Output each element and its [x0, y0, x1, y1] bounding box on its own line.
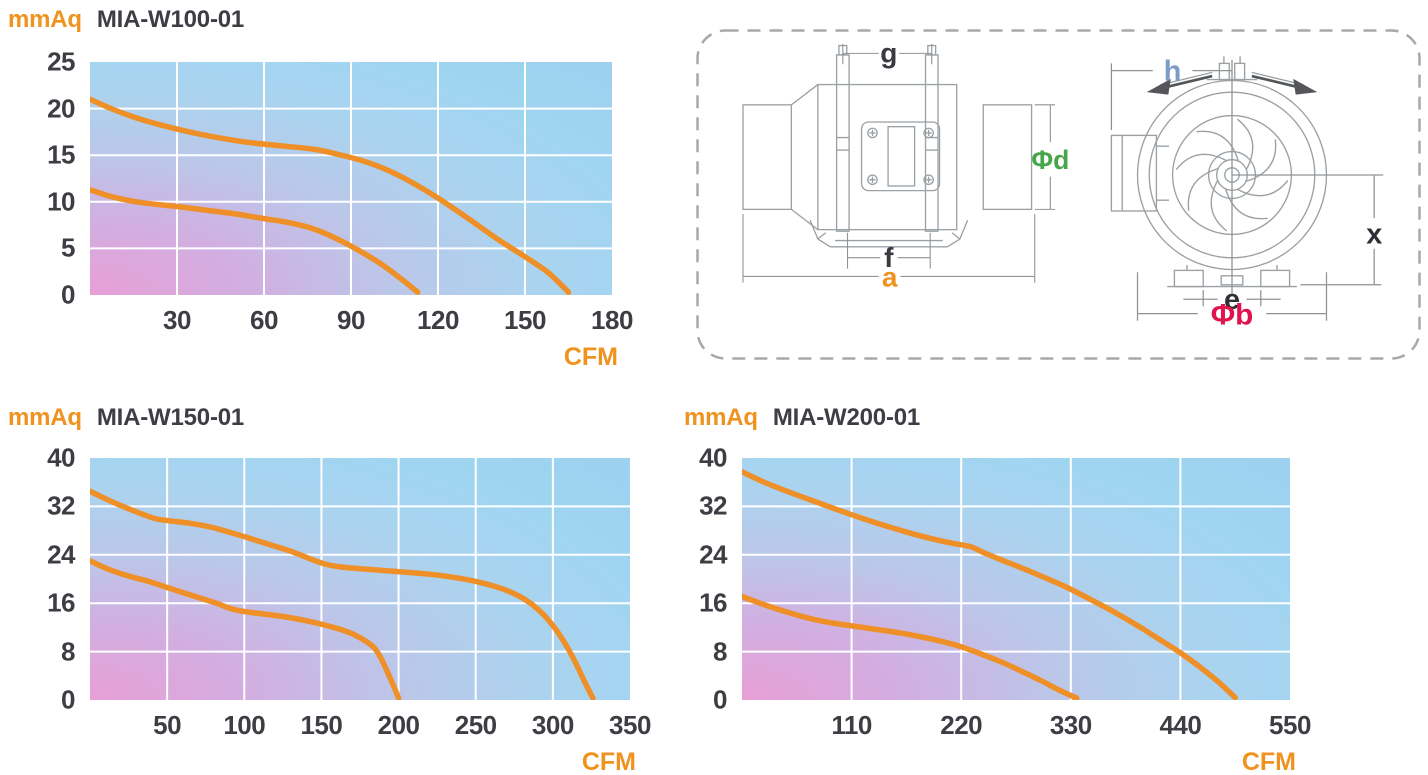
x-tick-label-60: 60 — [250, 305, 278, 335]
dim-label-e: e — [1224, 284, 1240, 316]
x-tick-label-150: 150 — [504, 305, 546, 335]
x-tick-label-100: 100 — [223, 710, 266, 740]
x-tick-label-440: 440 — [1159, 710, 1202, 740]
chart-title: MIA-W100-01 — [96, 6, 245, 33]
dim-label-phi-d: Φd — [1031, 145, 1069, 175]
chart-title: MIA-W150-01 — [96, 404, 245, 431]
curve-low-speed — [90, 186, 421, 295]
y-tick-label-8: 8 — [61, 636, 75, 667]
curve-low-speed — [742, 593, 1080, 700]
y-tick-label-0: 0 — [61, 279, 75, 310]
x-tick-label-200: 200 — [377, 710, 420, 740]
dimension-diagram-panel: g Φd f a — [695, 28, 1422, 362]
x-tick-label-330: 330 — [1049, 710, 1092, 740]
y-tick-label-0: 0 — [61, 684, 75, 715]
x-axis-unit-label: CFM — [563, 343, 618, 371]
curve-high-speed — [90, 488, 596, 700]
y-tick-label-25: 25 — [47, 46, 75, 77]
y-tick-label-32: 32 — [699, 490, 727, 521]
dim-label-x: x — [1366, 218, 1382, 250]
plot-area: CFM 0 8 16 24 32 40 50 100 150 200 250 300 350 — [47, 443, 651, 775]
clamp-wing-arrows — [1146, 74, 1318, 95]
dim-label-g: g — [880, 38, 897, 69]
chart-header: mmAq MIA-W100-01 — [8, 6, 244, 34]
fan-front-view-drawing: h x e Φb — [1110, 56, 1384, 331]
plot-canvas — [90, 458, 630, 700]
impeller-blades — [1175, 118, 1289, 232]
fan-side-view-drawing: g Φd f a — [742, 38, 1069, 293]
chart-mia-w150-01: mmAq MIA-W150-01 CFM 0 8 16 24 32 40 50 100 150 2… — [8, 404, 651, 775]
dashed-panel-border — [696, 29, 1421, 360]
y-tick-label-16: 16 — [699, 587, 727, 618]
x-tick-label-300: 300 — [531, 710, 574, 740]
dim-label-a: a — [882, 262, 898, 293]
x-tick-label-120: 120 — [417, 305, 459, 335]
y-tick-label-5: 5 — [61, 232, 75, 263]
x-tick-label-150: 150 — [300, 710, 343, 740]
y-tick-label-15: 15 — [47, 139, 75, 170]
curve-high-speed — [742, 469, 1238, 700]
x-tick-label-250: 250 — [454, 710, 497, 740]
x-tick-label-350: 350 — [609, 710, 651, 740]
chart-title: MIA-W200-01 — [772, 404, 921, 431]
chart-mia-w100-01: mmAq MIA-W100-01 CFM 0 5 10 15 20 25 30 60 90 120… — [8, 6, 633, 371]
y-tick-label-40: 40 — [47, 442, 75, 473]
y-axis-unit-label: mmAq — [8, 404, 82, 431]
y-tick-label-24: 24 — [47, 539, 75, 570]
x-tick-label-180: 180 — [591, 305, 633, 335]
y-axis-unit-label: mmAq — [684, 404, 758, 431]
x-tick-label-220: 220 — [940, 710, 983, 740]
x-tick-label-30: 30 — [163, 305, 191, 335]
x-tick-label-50: 50 — [153, 710, 182, 740]
y-tick-label-16: 16 — [47, 587, 75, 618]
plot-area: CFM 0 8 16 24 32 40 110 220 330 440 550 — [699, 443, 1311, 775]
y-tick-label-24: 24 — [699, 539, 727, 570]
x-axis-unit-label: CFM — [1241, 748, 1296, 775]
plot-canvas — [742, 458, 1290, 700]
x-tick-label-90: 90 — [337, 305, 365, 335]
y-tick-label-32: 32 — [47, 490, 75, 521]
x-tick-label-550: 550 — [1269, 710, 1311, 740]
curve-low-speed — [90, 558, 402, 700]
dim-label-h: h — [1164, 56, 1182, 88]
x-axis-unit-label: CFM — [581, 748, 636, 775]
y-axis-unit-label: mmAq — [8, 6, 82, 33]
curve-high-speed — [90, 96, 572, 295]
dim-label-f: f — [884, 242, 894, 273]
chart-header: mmAq MIA-W200-01 — [684, 404, 920, 432]
chart-header: mmAq MIA-W150-01 — [8, 404, 244, 432]
y-tick-label-0: 0 — [713, 684, 727, 715]
x-tick-label-110: 110 — [831, 710, 872, 740]
chart-mia-w200-01: mmAq MIA-W200-01 CFM 0 8 16 24 32 40 110 220 330… — [684, 404, 1311, 775]
plot-canvas — [90, 62, 612, 295]
y-tick-label-8: 8 — [713, 636, 727, 667]
plot-area: CFM 0 5 10 15 20 25 30 60 90 120 150 180 — [47, 47, 633, 372]
dim-label-phi-b: Φb — [1211, 298, 1254, 331]
y-tick-label-20: 20 — [47, 93, 75, 124]
y-tick-label-10: 10 — [47, 186, 75, 217]
y-tick-label-40: 40 — [699, 442, 727, 473]
